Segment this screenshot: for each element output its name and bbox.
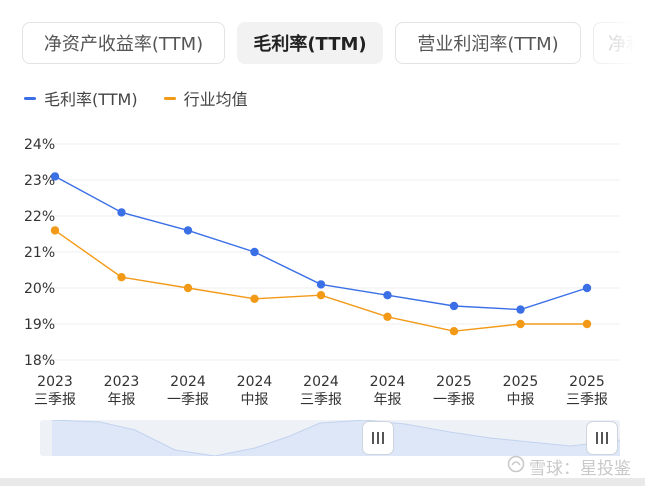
tab-label: 营业利润率(TTM): [417, 34, 559, 55]
watermark-text: 雪球：星投鉴: [529, 459, 631, 479]
slider-left-handle[interactable]: [362, 421, 394, 455]
range-slider[interactable]: [40, 420, 620, 456]
data-point-gross-margin: [183, 226, 193, 235]
tab-label: 毛利率(TTM): [253, 34, 367, 55]
data-point-industry-average: [383, 312, 392, 321]
x-tick-period: 三季报: [300, 392, 342, 408]
x-tick-year: 2024: [303, 374, 339, 390]
x-tick-period: 三季报: [566, 392, 608, 408]
slider-right-handle[interactable]: [586, 421, 618, 455]
legend-swatch-orange: [163, 96, 176, 100]
data-point-industry-average: [50, 226, 60, 235]
bottom-bar: [0, 478, 645, 486]
data-point-industry-average: [183, 283, 193, 293]
data-point-industry-average: [316, 291, 326, 300]
data-point-industry-average: [449, 327, 459, 336]
legend-label: 毛利率(TTM): [44, 90, 138, 109]
data-point-gross-margin: [250, 247, 259, 257]
x-tick-year: 2024: [370, 374, 406, 390]
watermark: 雪球：星投鉴: [507, 454, 631, 479]
y-tick-label: 22%: [24, 209, 55, 225]
x-tick-period: 一季报: [167, 392, 209, 408]
legend-item-gross-margin[interactable]: 毛利率(TTM): [24, 86, 138, 110]
data-point-gross-margin: [582, 283, 592, 293]
y-tick-label: 23%: [24, 173, 55, 189]
x-tick-year: 2024: [170, 374, 206, 390]
tab-label: 净资产收益率(TTM): [43, 34, 204, 55]
data-point-gross-margin: [50, 172, 60, 181]
data-point-industry-average: [250, 294, 259, 303]
y-tick-label: 21%: [24, 245, 55, 261]
y-tick-label: 19%: [24, 317, 55, 333]
data-point-gross-margin: [449, 301, 459, 311]
x-tick-period: 一季报: [433, 392, 475, 408]
chart-legend: 毛利率(TTM) 行业均值: [24, 86, 248, 110]
slider-preview: [51, 420, 620, 456]
x-tick-year: 2025: [503, 374, 539, 390]
series-line-gross-margin: [54, 175, 588, 311]
data-point-industry-average: [117, 273, 126, 282]
x-tick-year: 2025: [569, 374, 605, 390]
legend-label: 行业均值: [183, 90, 248, 109]
data-point-gross-margin: [383, 291, 392, 300]
x-tick-year: 2023: [37, 374, 73, 390]
data-point-gross-margin: [117, 208, 126, 217]
tab-roe-ttm[interactable]: 净资产收益率(TTM): [22, 22, 225, 64]
metric-tabs: 净资产收益率(TTM) 毛利率(TTM) 营业利润率(TTM) 净利: [0, 0, 645, 80]
x-tick-period: 三季报: [34, 392, 76, 408]
tab-net-margin-ttm[interactable]: 净利: [593, 22, 645, 64]
x-tick-period: 年报: [374, 392, 402, 408]
data-point-industry-average: [516, 319, 525, 329]
y-tick-label: 18%: [24, 353, 55, 369]
x-tick-period: 中报: [241, 392, 269, 408]
data-point-gross-margin: [316, 280, 326, 289]
data-point-industry-average: [582, 319, 592, 329]
legend-swatch-blue: [24, 96, 36, 100]
y-tick-label: 20%: [24, 281, 55, 297]
y-tick-label: 24%: [24, 137, 55, 153]
x-tick-year: 2023: [104, 374, 140, 390]
tab-operating-margin-ttm[interactable]: 营业利润率(TTM): [395, 22, 581, 64]
tab-gross-margin-ttm[interactable]: 毛利率(TTM): [237, 22, 383, 64]
tab-label: 净利: [608, 34, 644, 55]
gross-margin-line-chart: 24% 23% 22% 21% 20% 19% 18% 2023 三季报 2023 年报 2024 一季…: [24, 137, 620, 408]
x-tick-period: 中报: [507, 392, 535, 408]
x-tick-period: 年报: [108, 392, 136, 408]
legend-item-industry-average[interactable]: 行业均值: [163, 86, 248, 110]
snowball-logo-icon: [507, 455, 525, 478]
data-point-gross-margin: [516, 305, 525, 314]
x-tick-year: 2024: [237, 374, 273, 390]
x-tick-year: 2025: [436, 374, 472, 390]
